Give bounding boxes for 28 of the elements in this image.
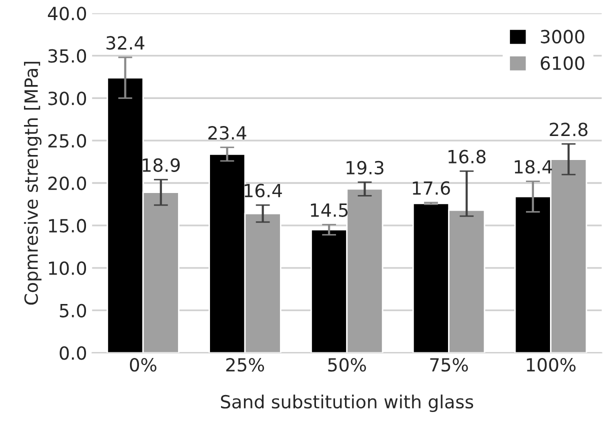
x-tick-label: 0% [130, 358, 156, 372]
y-tick-label: 25.0 [48, 134, 86, 148]
data-label: 32.4 [106, 36, 144, 50]
y-tick-label: 20.0 [48, 176, 86, 190]
data-label: 22.8 [550, 122, 588, 136]
data-label: 23.4 [208, 126, 246, 140]
legend-label: 3000 [540, 30, 584, 44]
data-label: 18.4 [514, 160, 552, 174]
y-tick-label: 0.0 [60, 346, 86, 360]
y-tick-label: 40.0 [48, 6, 86, 20]
legend-label: 6100 [540, 56, 584, 70]
data-label: 18.9 [142, 158, 180, 172]
y-tick-label: 15.0 [49, 218, 86, 233]
y-tick-label: 35.0 [48, 49, 86, 63]
data-label: 14.5 [310, 204, 348, 217]
data-label: 19.3 [346, 160, 384, 174]
data-label: 16.4 [244, 184, 282, 198]
x-tick-label: 75% [430, 358, 468, 372]
x-axis-title: Sand substitution with glass [220, 394, 474, 412]
x-tick-label: 50% [328, 358, 366, 372]
x-tick-label: 100% [526, 358, 576, 372]
y-axis-title: Copmresive strength [MPa] [24, 62, 42, 305]
y-tick-label: 30.0 [48, 92, 86, 106]
y-tick-label: 5.0 [60, 304, 86, 318]
x-tick-label: 25% [226, 358, 264, 372]
y-tick-label: 10.0 [49, 261, 86, 276]
data-label: 17.6 [412, 181, 450, 195]
data-label: 16.8 [448, 150, 486, 164]
